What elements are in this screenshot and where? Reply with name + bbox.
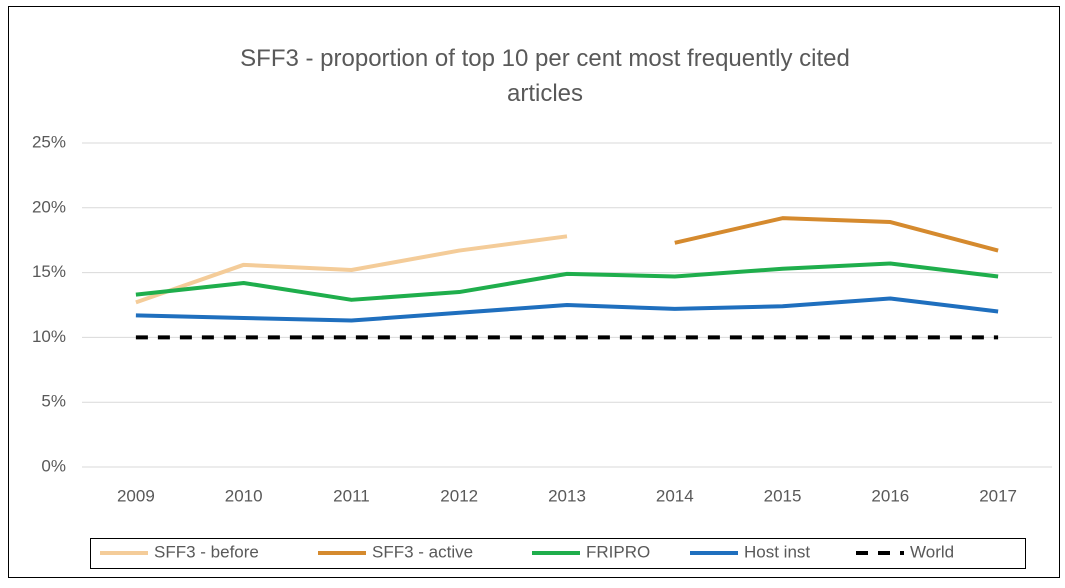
y-tick-label: 15%: [32, 262, 66, 281]
y-tick-label: 5%: [41, 392, 66, 411]
x-tick-label: 2011: [333, 486, 370, 505]
series-line: [135, 261, 999, 302]
legend-label: SFF3 - active: [372, 542, 473, 561]
series-line: [135, 234, 568, 305]
legend-label: World: [910, 542, 954, 561]
legend-label: FRIPRO: [586, 542, 650, 561]
x-tick-label: 2015: [764, 486, 802, 505]
y-tick-label: 10%: [32, 327, 66, 346]
x-tick-label: 2009: [117, 486, 155, 505]
y-tick-label: 20%: [32, 197, 66, 216]
x-tick-label: 2017: [979, 486, 1017, 505]
y-tick-label: 25%: [32, 132, 66, 151]
legend-label: Host inst: [744, 542, 810, 561]
x-tick-label: 2012: [440, 486, 478, 505]
legend-box: [90, 538, 1026, 569]
chart-border: [8, 6, 1060, 578]
x-tick-label: 2014: [656, 486, 694, 505]
series-line: [135, 296, 999, 323]
x-tick-label: 2016: [871, 486, 909, 505]
legend-label: SFF3 - before: [154, 542, 259, 561]
x-tick-label: 2013: [548, 486, 586, 505]
y-tick-label: 0%: [41, 456, 66, 475]
x-tick-label: 2010: [225, 486, 263, 505]
series-line: [674, 216, 999, 253]
chart-title: SFF3 - proportion of top 10 per cent mos…: [240, 45, 850, 107]
